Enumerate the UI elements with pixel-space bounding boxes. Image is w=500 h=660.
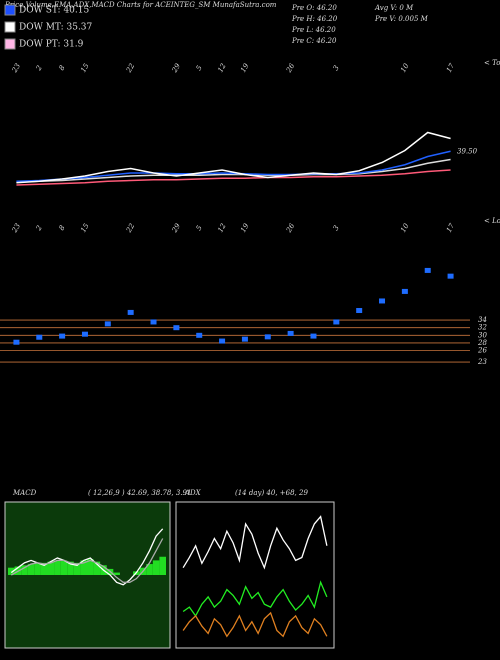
date-label: 10	[399, 62, 411, 74]
candle-box	[401, 288, 408, 294]
histogram-bar	[47, 561, 55, 575]
date-label: 2	[34, 64, 44, 73]
date-label: 19	[239, 222, 251, 234]
candle-box	[241, 336, 248, 342]
panel-title: MACD	[12, 489, 37, 497]
candle-box	[379, 298, 386, 304]
date-label: 12	[216, 62, 228, 74]
date-label: 19	[239, 62, 251, 74]
series-line	[16, 131, 451, 184]
legend-label: DOW ST: 40.15	[19, 6, 89, 16]
date-label: 5	[195, 64, 204, 72]
panel-subtitle: (14 day) 40, +68, 29	[235, 489, 308, 497]
date-label: 17	[445, 222, 457, 234]
y-tick-label: 26	[477, 347, 487, 355]
date-label: 15	[79, 222, 91, 234]
histogram-bar	[21, 565, 28, 575]
date-label: 8	[58, 224, 67, 232]
candle-box	[59, 333, 66, 339]
candle-box	[333, 319, 340, 325]
corner-label: < Lows	[484, 217, 500, 225]
candle-box	[150, 319, 157, 325]
candle-box	[287, 330, 294, 336]
candle-box	[196, 332, 203, 338]
series-line	[182, 515, 328, 570]
histogram-bar	[93, 561, 101, 575]
histogram-bar	[54, 560, 61, 575]
legend-label: DOW MT: 35.37	[19, 23, 93, 33]
candle-box	[219, 338, 226, 344]
y-tick-label: 34	[478, 316, 487, 324]
histogram-bar	[87, 559, 94, 575]
histogram-bar	[34, 562, 41, 575]
histogram-bar	[80, 560, 87, 575]
histogram-bar	[8, 567, 15, 575]
info-text: Pre V: 0.005 M	[374, 15, 429, 23]
histogram-bar	[113, 572, 120, 575]
date-label: 15	[79, 62, 91, 74]
date-label: 3	[332, 224, 341, 232]
histogram-bar	[67, 561, 74, 575]
series-line	[10, 538, 164, 583]
legend-swatch	[4, 4, 16, 16]
legend-label: DOW PT: 31.9	[19, 40, 84, 50]
candle-box	[127, 309, 134, 315]
series-line	[182, 611, 328, 638]
candle-box	[104, 321, 111, 327]
date-label: 3	[332, 64, 341, 72]
candle-box	[424, 267, 431, 273]
candle-box	[264, 334, 271, 340]
y-tick-label: 30	[478, 331, 487, 339]
date-label: 5	[195, 224, 204, 232]
info-text: Pre O: 46.20	[291, 4, 337, 12]
info-text: Pre L: 46.20	[291, 26, 336, 34]
candle-box	[356, 308, 363, 314]
y-tick-label: 32	[478, 324, 487, 332]
end-label: 39.50	[457, 147, 478, 155]
panel-subtitle: ( 12,26,9 ) 42.69, 38.78, 3.91	[88, 489, 191, 497]
y-tick-label: 28	[477, 339, 487, 347]
adx-panel	[175, 501, 335, 649]
corner-label: < Tops	[484, 59, 500, 67]
info-text: Avg V: 0 M	[374, 4, 414, 12]
date-label: 12	[216, 222, 228, 234]
date-label: 10	[399, 222, 411, 234]
histogram-bar	[73, 562, 81, 575]
histogram-bar	[27, 564, 35, 575]
candle-box	[36, 334, 43, 340]
candle-box	[447, 273, 454, 279]
page-title: Price,Volume,EMA,ADX,MACD Charts for ACE…	[4, 1, 277, 9]
candle-box	[81, 331, 88, 337]
y-tick-label: 23	[477, 358, 487, 366]
candle-box	[13, 339, 20, 345]
panel-title: ADX	[184, 489, 202, 497]
date-label: 17	[445, 62, 457, 74]
info-text: Pre H: 46.20	[291, 15, 338, 23]
series-line	[182, 580, 328, 618]
series-line	[16, 169, 451, 186]
legend-swatch	[4, 21, 16, 33]
histogram-bar	[159, 556, 166, 575]
series-line	[16, 150, 451, 182]
histogram-bar	[146, 564, 153, 575]
series-line	[16, 158, 451, 183]
candle-box	[173, 325, 180, 331]
date-label: 8	[58, 64, 67, 72]
legend-swatch	[4, 38, 16, 50]
histogram-bar	[152, 560, 160, 575]
histogram-bar	[60, 560, 68, 575]
info-text: Pre C: 46.20	[291, 37, 337, 45]
candle-box	[310, 333, 317, 339]
histogram-bar	[40, 562, 48, 575]
date-label: 2	[34, 224, 44, 233]
